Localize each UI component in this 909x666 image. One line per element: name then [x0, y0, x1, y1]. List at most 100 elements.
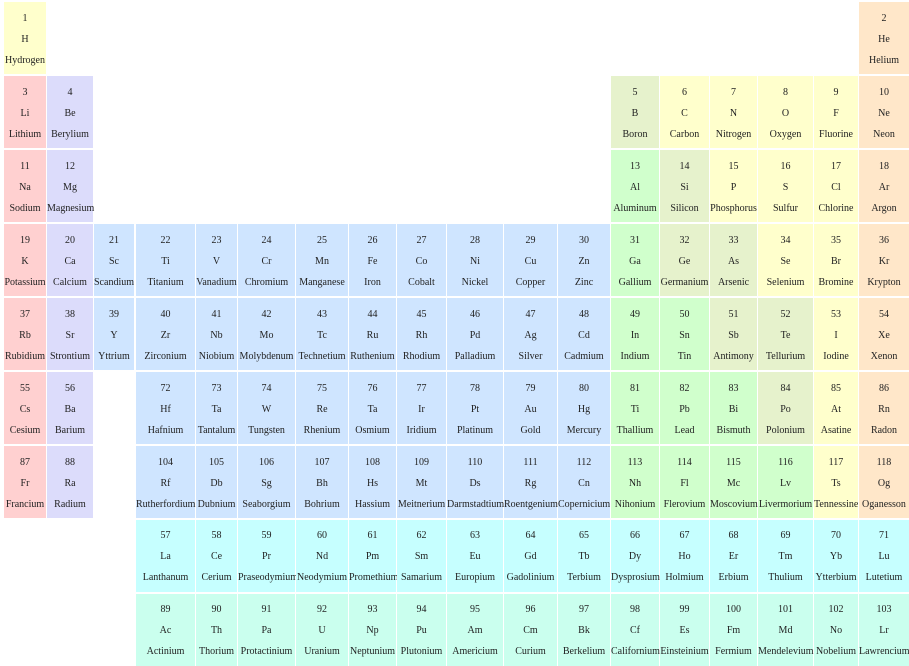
- element-cell-ytterbium: 70 Yb Ytterbium: [814, 520, 858, 592]
- element-cell-cesium: 55 Cs Cesium: [4, 372, 46, 444]
- element-name: Copper: [515, 277, 546, 288]
- element-cell-silicon: 14 Si Silicon: [660, 150, 709, 222]
- atomic-number: 7: [731, 87, 736, 98]
- element-cell-plutonium: 94 Pu Plutonium: [397, 594, 446, 666]
- element-name: Aluminum: [613, 203, 657, 214]
- element-name: Thulium: [768, 572, 803, 583]
- atomic-number: 84: [780, 383, 791, 394]
- atomic-number: 85: [831, 383, 841, 394]
- atomic-number: 59: [261, 530, 272, 541]
- element-name: Samarium: [400, 572, 443, 583]
- atomic-number: 13: [630, 161, 640, 172]
- element-cell-nickel: 28 Ni Nickel: [447, 224, 503, 296]
- element-cell-arsenic: 33 As Arsenic: [710, 224, 757, 296]
- element-cell-titanium: 22 Ti Titanium: [136, 224, 195, 296]
- atomic-number: 35: [831, 235, 841, 246]
- element-symbol: Na: [19, 182, 31, 193]
- atomic-number: 92: [317, 604, 327, 615]
- element-symbol: Rn: [878, 404, 890, 415]
- element-name: Livermorium: [758, 499, 813, 510]
- element-name: Ytterbium: [815, 572, 857, 583]
- atomic-number: 87: [20, 457, 30, 468]
- element-symbol: Es: [679, 625, 690, 636]
- element-name: Silicon: [670, 203, 699, 214]
- element-name: Fermium: [715, 646, 752, 657]
- element-name: Americium: [452, 646, 498, 657]
- element-cell-antimony: 51 Sb Antimony: [710, 298, 757, 370]
- element-symbol: Ds: [469, 478, 481, 489]
- element-cell-copernicium: 112 Cn Copernicium: [558, 446, 610, 518]
- element-cell-thorium: 90 Th Thorium: [196, 594, 237, 666]
- element-symbol: Nd: [315, 551, 329, 562]
- element-name: Lutetium: [865, 572, 903, 583]
- element-cell-oganesson: 118 Og Oganesson: [859, 446, 909, 518]
- atomic-number: 39: [109, 309, 119, 320]
- element-name: Calcium: [53, 277, 87, 288]
- element-symbol: Pa: [261, 625, 272, 636]
- element-symbol: B: [631, 108, 639, 119]
- atomic-number: 48: [579, 309, 589, 320]
- element-symbol: Se: [780, 256, 791, 267]
- element-symbol: Y: [110, 330, 118, 341]
- atomic-number: 73: [211, 383, 222, 394]
- atomic-number: 21: [109, 235, 119, 246]
- element-name: Carbon: [669, 129, 700, 140]
- element-name: Ruthenium: [350, 351, 395, 362]
- atomic-number: 81: [630, 383, 640, 394]
- element-name: Iodine: [823, 351, 849, 362]
- element-name: Niobium: [198, 351, 235, 362]
- element-name: Curium: [515, 646, 546, 657]
- element-name: Potassium: [4, 277, 46, 288]
- element-cell-nihonium: 113 Nh Nihonium: [611, 446, 659, 518]
- element-symbol: Ce: [210, 551, 223, 562]
- atomic-number: 98: [630, 604, 640, 615]
- element-symbol: Li: [20, 108, 30, 119]
- element-cell-hydrogen: 1 H Hydrogen: [4, 2, 46, 74]
- element-cell-rhenium: 75 Re Rhenium: [296, 372, 348, 444]
- element-name: Gadolinium: [506, 572, 555, 583]
- element-cell-rubidium: 37 Rb Rubidium: [4, 298, 46, 370]
- element-cell-osmium: 76 Ta Osmium: [349, 372, 396, 444]
- element-symbol: La: [160, 551, 171, 562]
- element-symbol: Md: [778, 625, 793, 636]
- atomic-number: 40: [160, 309, 171, 320]
- element-symbol: Pu: [416, 625, 427, 636]
- element-cell-niobium: 41 Nb Niobium: [196, 298, 237, 370]
- element-cell-selenium: 34 Se Selenium: [758, 224, 813, 296]
- element-name: Zirconium: [144, 351, 187, 362]
- element-name: Uranium: [304, 646, 340, 657]
- element-cell-darmstadtium: 110 Ds Darmstadtium: [447, 446, 504, 518]
- element-cell-neon: 10 Ne Neon: [859, 76, 909, 148]
- element-cell-iron: 26 Fe Iron: [349, 224, 396, 296]
- atomic-number: 37: [20, 309, 30, 320]
- element-symbol: Yb: [829, 551, 843, 562]
- element-name: Scandium: [94, 277, 134, 288]
- element-cell-neptunium: 93 Np Neptunium: [349, 594, 396, 666]
- element-name: Oxygen: [769, 129, 802, 140]
- element-cell-lanthanum: 57 La Lanthanum: [136, 520, 195, 592]
- element-name: Actinium: [146, 646, 185, 657]
- atomic-number: 3: [22, 87, 28, 98]
- atomic-number: 116: [778, 457, 793, 468]
- element-symbol: O: [781, 108, 790, 119]
- element-cell-sodium: 11 Na Sodium: [4, 150, 46, 222]
- element-name: Rutherfordium: [136, 499, 196, 510]
- element-cell-ruthenium: 44 Ru Ruthenium: [349, 298, 396, 370]
- element-name: Roentgenium: [504, 499, 558, 510]
- atomic-number: 8: [783, 87, 788, 98]
- element-cell-xenon: 54 Xe Xenon: [859, 298, 909, 370]
- element-symbol: Mt: [415, 478, 428, 489]
- element-cell-neodymium: 60 Nd Neodymium: [296, 520, 348, 592]
- element-symbol: Fl: [680, 478, 689, 489]
- element-name: Fluorine: [819, 129, 853, 140]
- element-symbol: Sm: [414, 551, 429, 562]
- element-symbol: No: [829, 625, 843, 636]
- element-symbol: Ca: [64, 256, 76, 267]
- element-name: Berylium: [51, 129, 89, 140]
- atomic-number: 105: [209, 457, 224, 468]
- element-name: Sulfur: [773, 203, 798, 214]
- element-cell-terbium: 65 Tb Terbium: [558, 520, 610, 592]
- element-cell-lead: 82 Pb Lead: [660, 372, 709, 444]
- element-symbol: Kr: [878, 256, 890, 267]
- element-cell-tennessine: 117 Ts Tennessine: [814, 446, 858, 518]
